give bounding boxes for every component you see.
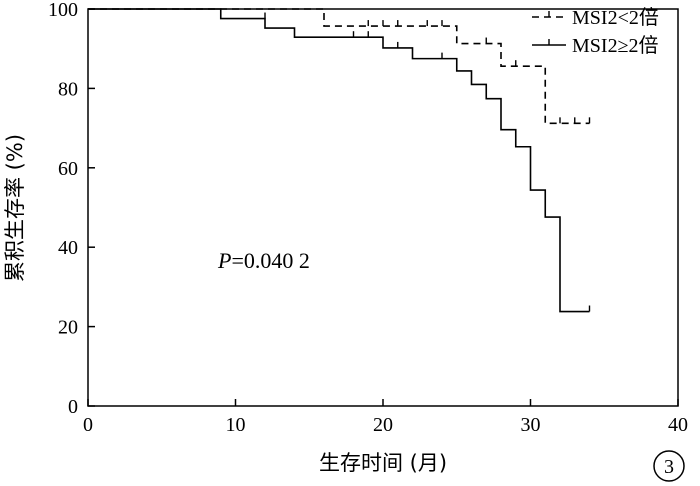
legend-label: MSI2<2倍: [572, 6, 659, 29]
x-tick-label: 10: [226, 414, 246, 436]
legend: MSI2<2倍 MSI2≥2倍: [532, 6, 659, 57]
y-tick-label: 100: [48, 0, 78, 21]
y-tick-label: 40: [58, 237, 78, 259]
panel-label: 3: [664, 456, 674, 478]
series-msi2-low: [88, 8, 591, 125]
legend-item: MSI2<2倍: [532, 6, 659, 29]
p-value-annotation: P=0.040 2: [217, 248, 310, 273]
y-tick-label: 80: [58, 78, 78, 100]
y-tick-label: 20: [58, 317, 78, 339]
y-tick-label: 60: [58, 158, 78, 180]
survival-curve: [88, 8, 590, 313]
axes: [87, 8, 679, 407]
x-axis-label: 生存时间 (月): [319, 451, 447, 475]
series-msi2-high: [88, 8, 591, 313]
p-value-italic: P: [217, 248, 231, 273]
y-tick-label: 0: [68, 396, 78, 418]
x-tick-label: 20: [373, 414, 393, 436]
x-tick-label: 40: [668, 414, 688, 436]
plot-frame: [87, 8, 679, 407]
ticks: 0 10 20 30 40 0 20 40 60 80 100: [48, 0, 688, 436]
legend-label: MSI2≥2倍: [572, 34, 659, 57]
x-tick-label: 0: [83, 414, 93, 436]
series-layer: [88, 8, 591, 313]
panel-label-circle: [653, 450, 685, 482]
y-axis-label: 累积生存率 (%): [3, 134, 27, 282]
legend-item: MSI2≥2倍: [532, 34, 659, 57]
survival-curve: [88, 8, 590, 125]
x-tick-label: 30: [521, 414, 541, 436]
p-value-rest: =0.040 2: [231, 248, 309, 273]
